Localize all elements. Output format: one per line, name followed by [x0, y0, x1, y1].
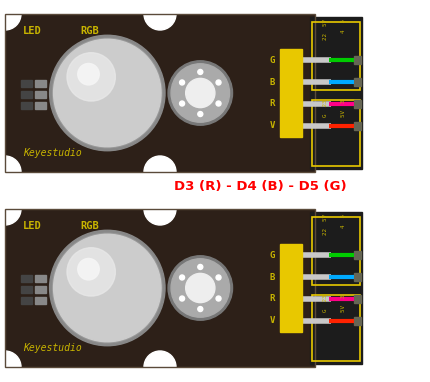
Circle shape [197, 264, 203, 269]
Bar [311, 22, 359, 90]
Circle shape [53, 234, 161, 342]
Bar [311, 100, 359, 166]
Text: 4  5: 4 5 [341, 19, 345, 33]
Text: LED: LED [23, 26, 42, 36]
Bar [311, 295, 359, 361]
Circle shape [0, 0, 21, 30]
Bar [311, 217, 359, 285]
Text: RGB: RGB [80, 221, 98, 231]
Circle shape [185, 78, 215, 108]
Circle shape [168, 256, 232, 320]
Text: R: R [269, 99, 274, 108]
Text: B: B [269, 273, 274, 282]
Bar [35, 80, 46, 87]
Circle shape [49, 230, 165, 346]
Circle shape [179, 80, 184, 85]
Bar [21, 297, 32, 304]
Circle shape [171, 64, 229, 122]
Circle shape [171, 259, 229, 317]
Circle shape [197, 306, 203, 312]
Circle shape [144, 0, 175, 30]
Circle shape [215, 101, 221, 106]
Bar [21, 286, 32, 293]
Circle shape [179, 101, 184, 106]
Circle shape [0, 351, 21, 382]
Bar [35, 297, 46, 304]
Circle shape [0, 156, 21, 188]
Bar [280, 244, 301, 332]
Bar [35, 286, 46, 293]
Circle shape [52, 38, 162, 148]
Circle shape [144, 193, 175, 225]
Circle shape [67, 248, 115, 296]
Bar [309, 17, 361, 169]
Text: RGB: RGB [80, 26, 98, 36]
Bar [21, 91, 32, 98]
Text: Keyestudio: Keyestudio [23, 343, 82, 353]
Circle shape [197, 112, 203, 117]
Bar [309, 212, 361, 364]
Bar [353, 78, 360, 86]
Text: R: R [269, 294, 274, 303]
Bar [353, 122, 360, 130]
Circle shape [168, 61, 232, 125]
Text: G  23: G 23 [322, 294, 327, 312]
Bar [5, 14, 314, 172]
Bar [21, 80, 32, 87]
Bar [5, 209, 314, 367]
Circle shape [197, 70, 203, 74]
Circle shape [77, 63, 99, 85]
Bar [35, 102, 46, 109]
Circle shape [215, 275, 221, 280]
Bar [353, 56, 360, 64]
Circle shape [215, 80, 221, 85]
Circle shape [179, 275, 184, 280]
Circle shape [185, 274, 215, 303]
Text: V: V [269, 316, 274, 325]
Bar [5, 14, 314, 172]
Text: G: G [269, 56, 274, 65]
Circle shape [52, 233, 162, 343]
Text: 22  5V: 22 5V [322, 214, 327, 235]
Bar [280, 49, 301, 137]
Circle shape [77, 259, 99, 280]
Bar [353, 251, 360, 259]
Circle shape [53, 39, 161, 147]
Bar [35, 91, 46, 98]
Text: 22  5V: 22 5V [322, 19, 327, 40]
Text: D3 (R) - D4 (B) - D5 (G): D3 (R) - D4 (B) - D5 (G) [173, 180, 346, 193]
Text: LED: LED [23, 221, 42, 231]
Bar [5, 209, 314, 367]
Circle shape [49, 35, 165, 151]
Text: 5V  3: 5V 3 [341, 99, 345, 117]
Text: 5V  3: 5V 3 [341, 294, 345, 312]
Text: V: V [269, 121, 274, 130]
Circle shape [144, 351, 175, 382]
Bar [21, 102, 32, 109]
Circle shape [179, 296, 184, 301]
Text: B: B [269, 78, 274, 87]
Text: 4  5: 4 5 [341, 214, 345, 228]
Text: G  23: G 23 [322, 99, 327, 117]
Bar [35, 275, 46, 282]
Bar [353, 100, 360, 108]
Text: G: G [269, 251, 274, 260]
Bar [353, 274, 360, 282]
Bar [21, 275, 32, 282]
Text: Keyestudio: Keyestudio [23, 148, 82, 158]
Circle shape [215, 296, 221, 301]
Bar [353, 317, 360, 325]
Circle shape [0, 193, 21, 225]
Bar [353, 295, 360, 303]
Circle shape [144, 156, 175, 188]
Circle shape [67, 53, 115, 101]
